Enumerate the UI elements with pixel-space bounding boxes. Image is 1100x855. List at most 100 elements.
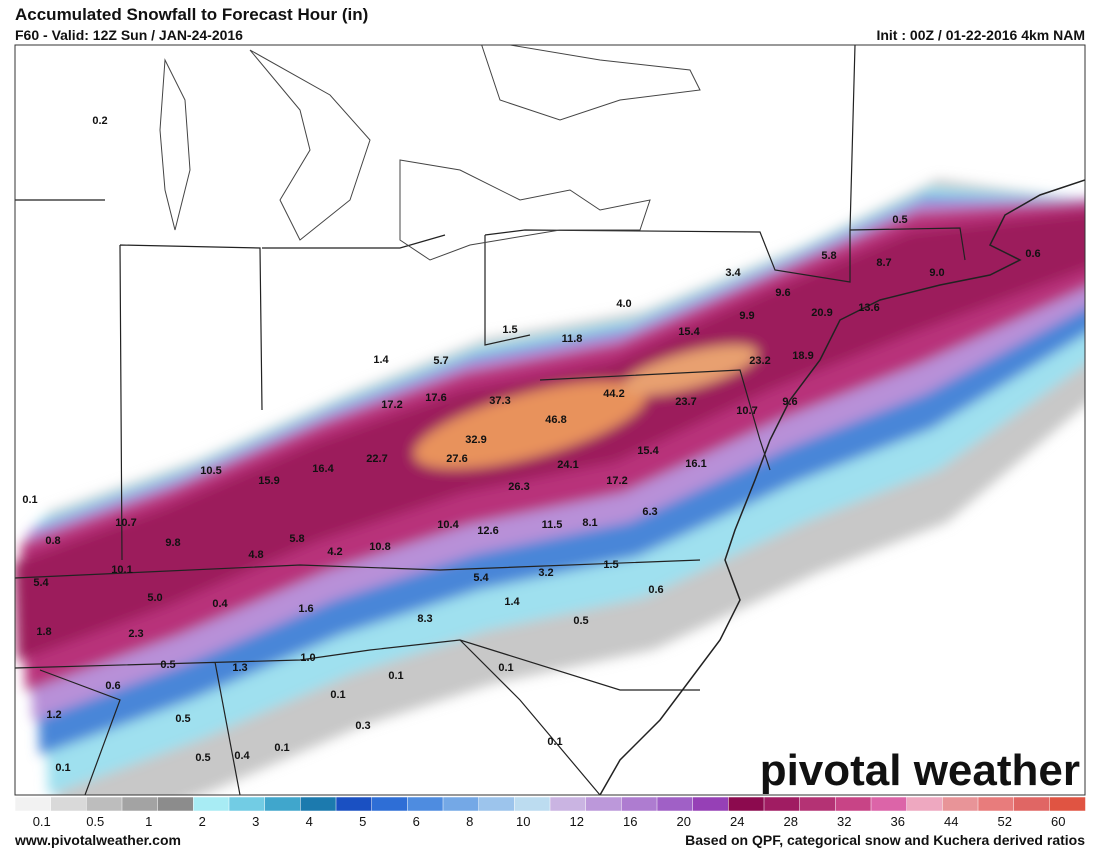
- snow-amount: 0.5: [160, 659, 175, 671]
- snow-amount: 16.4: [312, 463, 334, 475]
- color-bin: [1049, 796, 1086, 812]
- snow-amount: 0.1: [330, 689, 345, 701]
- snow-amount: 1.6: [298, 603, 313, 615]
- snow-core: [413, 381, 647, 469]
- snow-amount: 27.6: [446, 453, 467, 465]
- color-bin: [763, 796, 801, 812]
- snow-amount: 9.0: [929, 267, 944, 279]
- snow-amount: 17.2: [381, 399, 402, 411]
- snow-amount: 0.5: [573, 615, 588, 627]
- snow-amount: 5.8: [821, 250, 836, 262]
- snow-amount: 5.4: [473, 572, 489, 584]
- logo: pivotal weather: [760, 746, 1080, 795]
- snow-amount: 5.0: [147, 592, 162, 604]
- colorbar-label: 24: [730, 814, 744, 829]
- color-bin: [14, 796, 52, 812]
- snow-amount: 24.1: [557, 459, 578, 471]
- colorbar-label: 10: [516, 814, 530, 829]
- snow-amount: 3.2: [538, 567, 553, 579]
- color-bin: [1013, 796, 1051, 812]
- snow-amount: 0.5: [195, 752, 210, 764]
- snow-amount: 1.3: [232, 662, 247, 674]
- snow-amount: 23.7: [675, 396, 696, 408]
- colorbar-label: 12: [570, 814, 584, 829]
- color-bin: [549, 796, 587, 812]
- color-bin: [478, 796, 516, 812]
- snow-amount: 9.8: [165, 537, 180, 549]
- subtitle: F60 - Valid: 12Z Sun / JAN-24-2016: [15, 27, 243, 43]
- map-frame: [14, 44, 1086, 796]
- snow-amount: 8.3: [417, 613, 432, 625]
- snow-amount: 0.4: [234, 750, 250, 762]
- snow-amount: 0.1: [388, 670, 403, 682]
- colorbar-label: 5: [359, 814, 366, 829]
- init-info: Init : 00Z / 01-22-2016 4km NAM: [876, 27, 1085, 43]
- colorbar-label: 3: [252, 814, 259, 829]
- snow-amount: 46.8: [545, 414, 566, 426]
- snow-amount: 10.7: [736, 405, 757, 417]
- color-bin: [514, 796, 551, 812]
- color-bin: [585, 796, 623, 812]
- snow-amount: 0.1: [274, 742, 289, 754]
- color-bin: [335, 796, 373, 812]
- snow-amount: 1.8: [36, 626, 51, 638]
- snow-amount: 0.1: [22, 494, 37, 506]
- snow-amount: 5.8: [289, 533, 304, 545]
- colorbar-label: 32: [837, 814, 851, 829]
- snow-amount: 4.0: [616, 298, 631, 310]
- colorbar-label: 6: [413, 814, 420, 829]
- snow-field: [15, 179, 1085, 795]
- snow-amount: 5.4: [33, 577, 49, 589]
- colorbar-label: 0.5: [86, 814, 104, 829]
- color-bin: [942, 796, 979, 812]
- color-bin: [86, 796, 123, 812]
- snow-amount: 0.1: [55, 762, 70, 774]
- colorbar-label: 20: [677, 814, 691, 829]
- colorbar-label: 16: [623, 814, 637, 829]
- snow-amount: 6.3: [642, 506, 657, 518]
- snow-amount: 0.2: [92, 115, 107, 127]
- snow-amount: 32.9: [465, 434, 486, 446]
- snow-amount: 0.1: [498, 662, 513, 674]
- snow-amount: 0.8: [45, 535, 60, 547]
- snow-amount: 0.5: [175, 713, 190, 725]
- snow-amount: 26.3: [508, 481, 529, 493]
- snow-amount: 4.2: [327, 546, 342, 558]
- color-bin: [264, 796, 302, 812]
- color-bin: [442, 796, 480, 812]
- color-bin: [121, 796, 159, 812]
- snow-amount: 44.2: [603, 388, 624, 400]
- snow-amount: 0.6: [648, 584, 663, 596]
- snow-amount: 16.1: [685, 458, 706, 470]
- footer-url: www.pivotalweather.com: [14, 832, 181, 848]
- snow-amount: 0.5: [892, 214, 907, 226]
- snow-amount: 10.8: [369, 541, 390, 553]
- snow-amount: 18.9: [792, 350, 813, 362]
- colorbar-label: 4: [306, 814, 313, 829]
- snow-amount: 17.2: [606, 475, 627, 487]
- color-bin: [50, 796, 88, 812]
- snow-amount: 15.4: [637, 445, 659, 457]
- snow-amount: 13.6: [858, 302, 879, 314]
- snow-amount: 1.5: [502, 324, 517, 336]
- colorbar-label: 8: [466, 814, 473, 829]
- colorbar-label: 36: [891, 814, 905, 829]
- colorbar-label: 44: [944, 814, 958, 829]
- footer-note: Based on QPF, categorical snow and Kuche…: [685, 832, 1085, 848]
- color-bin: [157, 796, 195, 812]
- color-bin: [193, 796, 230, 812]
- color-bin: [371, 796, 409, 812]
- snow-amount: 11.8: [562, 333, 583, 345]
- snow-amount: 9.6: [782, 396, 797, 408]
- colorbar-label: 60: [1051, 814, 1065, 829]
- snow-amount: 10.5: [200, 465, 221, 477]
- snow-amount: 3.4: [725, 267, 741, 279]
- color-bin: [300, 796, 337, 812]
- colorbar-label: 28: [784, 814, 798, 829]
- snow-amount: 23.2: [749, 355, 770, 367]
- color-bin: [906, 796, 944, 812]
- boundaries: [15, 45, 1085, 795]
- snow-amount: 9.6: [775, 287, 790, 299]
- colorbar: 0.1 0.5 1 2 3 4 5 6 8 10 12 16 20 24 28 32 36 44 52 60: [14, 796, 1086, 829]
